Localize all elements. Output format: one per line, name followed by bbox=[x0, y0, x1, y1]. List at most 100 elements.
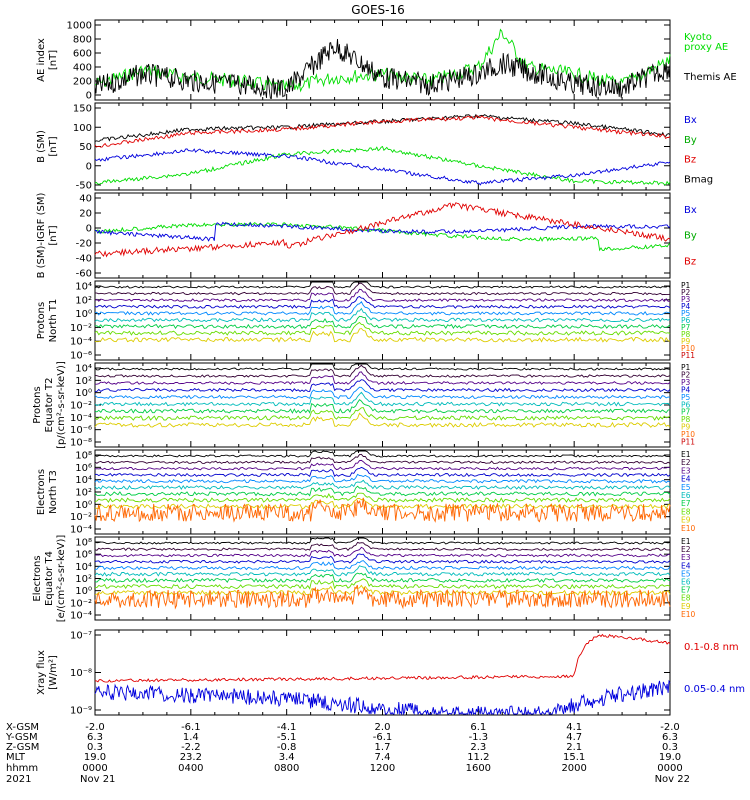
flux-channel-line bbox=[94, 485, 671, 497]
footer-value: 2000 bbox=[561, 763, 586, 774]
legend: 0.1-0.8 nm 0.05-0.4 nm bbox=[684, 642, 745, 695]
legend-entry: E7 bbox=[681, 586, 691, 595]
footer-value: 2.0 bbox=[375, 722, 391, 733]
flux-channel-line bbox=[94, 399, 671, 414]
series-group bbox=[94, 202, 671, 258]
footer-value: Nov 21 bbox=[80, 774, 115, 785]
y-tick-label: 20 bbox=[79, 209, 92, 220]
footer-value: 1600 bbox=[466, 763, 491, 774]
flux-channel-line bbox=[95, 371, 671, 385]
legend-entry: E3 bbox=[681, 466, 691, 475]
y-tick-label: 600 bbox=[73, 49, 92, 60]
y-tick-label: 10⁻⁴ bbox=[70, 337, 92, 348]
ephemeris-footer: X-GSMY-GSMZ-GSMMLThhmm2021-2.06.30.319.0… bbox=[5, 722, 690, 785]
y-tick-label: 10⁰ bbox=[75, 309, 92, 320]
panel-frame bbox=[94, 192, 671, 279]
flux-channel-line bbox=[94, 288, 671, 303]
footer-value: 0800 bbox=[274, 763, 299, 774]
y-tick-label: -20 bbox=[76, 239, 92, 250]
footer-value: -2.0 bbox=[85, 722, 105, 733]
legend-entry: Bz bbox=[684, 256, 696, 267]
panel-xray: 10⁻⁷ 10⁻⁸ 10⁻⁹ Xray flux [W/m²] 0.1-0.8 nm 0.0… bbox=[36, 629, 745, 717]
legend-entry: 0.1-0.8 nm bbox=[684, 642, 739, 653]
legend-entry: E3 bbox=[681, 553, 691, 562]
y-axis-label: [nT] bbox=[48, 136, 59, 156]
footer-value: 6.1 bbox=[470, 722, 486, 733]
y-tick-label: 40 bbox=[79, 194, 92, 205]
legend-entry: P10 bbox=[681, 430, 695, 439]
panel-ae: 1000 800 600 400 200 0 AE index [nT] Kyotoproxy … bbox=[36, 19, 737, 102]
legend-entry: P4 bbox=[681, 385, 691, 394]
series-group bbox=[94, 28, 671, 100]
series-group bbox=[94, 113, 671, 186]
y-axis-label: B (SM)-IGRF (SM) bbox=[36, 193, 47, 279]
y-axis-label: North T3 bbox=[48, 470, 59, 514]
legend-entry: P3 bbox=[681, 378, 691, 387]
footer-value: Nov 22 bbox=[655, 774, 690, 785]
legend-entry: P1 bbox=[681, 363, 691, 372]
y-tick-label: 10⁻⁹ bbox=[70, 706, 92, 717]
legend-entry: P2 bbox=[681, 370, 691, 379]
legend-entry: Themis AE bbox=[683, 72, 737, 83]
panel-frame bbox=[94, 19, 671, 101]
y-tick-label: 10⁻⁸ bbox=[70, 438, 92, 449]
b-bz-line bbox=[94, 115, 671, 148]
legend-entry: E6 bbox=[681, 491, 691, 500]
footer-value: -2.2 bbox=[181, 742, 201, 753]
flux-channel-line bbox=[94, 546, 671, 558]
y-tick-label: 10² bbox=[75, 574, 92, 585]
series-group bbox=[94, 633, 671, 716]
y-axis-label: [nT] bbox=[48, 50, 59, 70]
footer-value: 2.3 bbox=[470, 742, 486, 753]
flux-channel-line bbox=[94, 497, 671, 510]
flux-channel-line bbox=[94, 479, 671, 490]
y-axis-label: Electrons bbox=[32, 555, 43, 601]
legend-entry: E9 bbox=[681, 602, 691, 611]
b-bx-line bbox=[94, 148, 671, 186]
footer-value: 0.3 bbox=[87, 742, 103, 753]
y-tick-label: 10⁻⁴ bbox=[70, 413, 92, 424]
legend-entry: P8 bbox=[681, 415, 691, 424]
y-tick-label: 10⁰ bbox=[75, 586, 92, 597]
legend-entry: P7 bbox=[681, 408, 691, 417]
legend-entry: E10 bbox=[681, 524, 696, 533]
flux-channel-line bbox=[94, 315, 671, 330]
legend-entry: P6 bbox=[681, 400, 691, 409]
flux-channel-line bbox=[95, 379, 671, 393]
flux-channel-line bbox=[94, 412, 671, 428]
y-axis-label: [W/m²] bbox=[48, 655, 59, 690]
db-by-line bbox=[94, 221, 671, 252]
y-tick-label: 10² bbox=[75, 295, 92, 306]
footer-value: -2.0 bbox=[660, 722, 680, 733]
flux-channel-line bbox=[94, 578, 671, 590]
y-tick-label: 50 bbox=[79, 142, 92, 153]
y-axis-label: B (SM) bbox=[36, 130, 47, 163]
legend-entry: P1 bbox=[681, 281, 691, 290]
legend-entry: E4 bbox=[681, 475, 691, 484]
footer-value: 19.0 bbox=[659, 752, 681, 763]
legend-entry: By bbox=[684, 231, 697, 242]
legend-entry: P8 bbox=[681, 330, 691, 339]
legend-entry: E8 bbox=[681, 594, 691, 603]
legend-entry: E2 bbox=[681, 458, 691, 467]
legend-entry: Bx bbox=[684, 205, 697, 216]
y-tick-label: 10⁴ bbox=[75, 475, 92, 486]
y-tick-label: 10⁻⁷ bbox=[70, 631, 92, 642]
series-group bbox=[94, 537, 671, 610]
y-tick-label: 100 bbox=[73, 123, 92, 134]
footer-value: 23.2 bbox=[180, 752, 202, 763]
legend-entry: P7 bbox=[681, 323, 691, 332]
themis-ae-line bbox=[94, 38, 671, 100]
legend-entry: E2 bbox=[681, 545, 691, 554]
y-axis-label: Equator T2 bbox=[44, 378, 55, 433]
flux-channel-line bbox=[94, 572, 671, 584]
y-axis-label: [p/(cm²-s-sr-keV)] bbox=[56, 361, 67, 449]
y-tick-label: 10⁻⁴ bbox=[70, 611, 92, 622]
series-group bbox=[94, 281, 671, 343]
legend-entry: 0.05-0.4 nm bbox=[684, 684, 745, 695]
y-axis-label: North T1 bbox=[48, 299, 59, 343]
